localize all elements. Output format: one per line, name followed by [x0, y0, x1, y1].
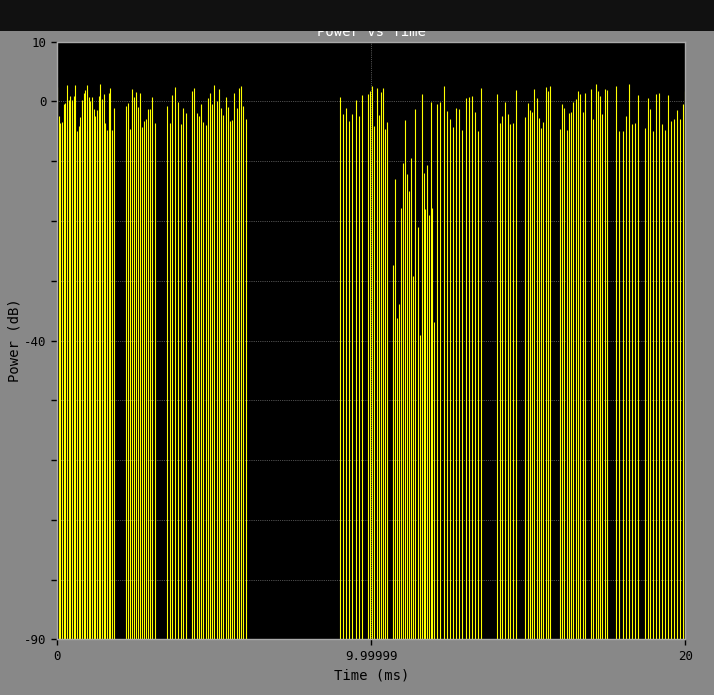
Title: Power vs Time: Power vs Time	[317, 25, 426, 39]
X-axis label: Time (ms): Time (ms)	[333, 669, 409, 682]
Y-axis label: Power (dB): Power (dB)	[7, 299, 21, 382]
